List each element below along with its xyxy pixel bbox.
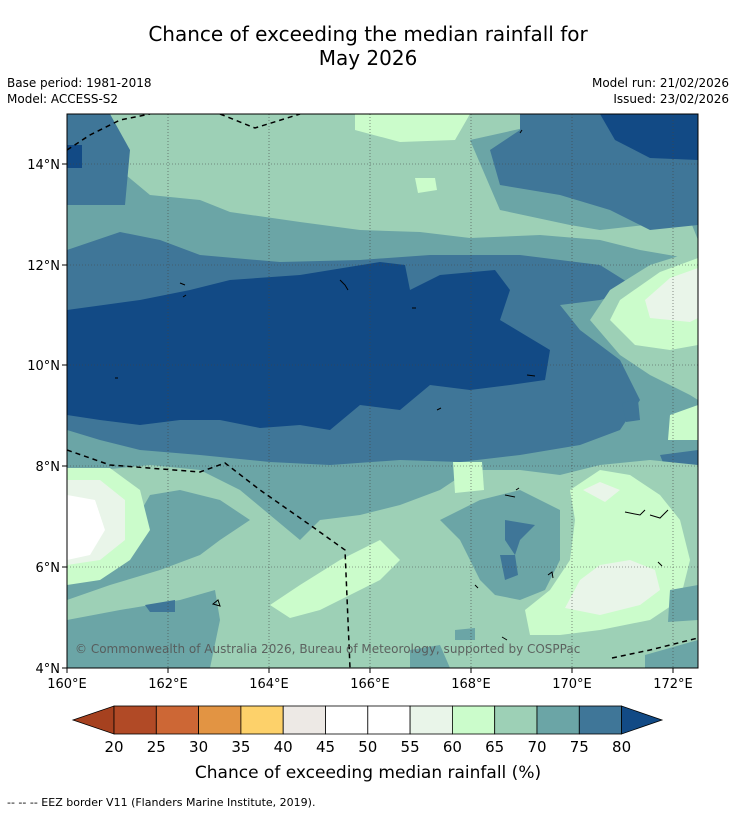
x-tick-label: 164°E [249, 677, 289, 692]
y-tick-label: 4°N [36, 662, 61, 677]
map-patch-70-75-se2 [645, 640, 698, 668]
colorbar-tick-label: 40 [274, 738, 293, 756]
meta-right: Model run: 21/02/2026 Issued: 23/02/2026 [592, 75, 729, 107]
map-title-line1: Chance of exceeding the median rainfall … [148, 22, 588, 46]
colorbar-tick-label: 55 [401, 738, 420, 756]
x-axis: 160°E 162°E 164°E 166°E 168°E 170°E 172°… [47, 668, 693, 692]
eez-footnote: -- -- -- EEZ border V11 (Flanders Marine… [7, 796, 316, 809]
map-band-80-ne [600, 114, 698, 160]
map-band-55-60-se [565, 560, 660, 615]
colorbar-tick-label: 60 [443, 738, 462, 756]
model-run: Model run: 21/02/2026 [591, 76, 729, 90]
colorbar-arrow-low [71, 705, 115, 735]
colorbar-tick-label: 65 [485, 738, 504, 756]
colorbar-tick-label: 20 [104, 738, 123, 756]
map-band-70-75-central-south [440, 490, 560, 600]
x-tick-label: 172°E [653, 677, 693, 692]
colorbar-swatch [325, 705, 369, 735]
colorbar-arrow-high [621, 705, 664, 735]
colorbar-swatch [282, 705, 326, 735]
map-patch-70-75-s [410, 645, 450, 668]
map-band-50-55-west [67, 495, 105, 560]
model-name: Model: ACCESS-S2 [7, 92, 119, 106]
y-tick-label: 12°N [27, 259, 60, 274]
base-period: Base period: 1981-2018 [7, 76, 152, 90]
map-band-80-nw [67, 145, 82, 168]
colorbar-tick-label: 80 [612, 738, 631, 756]
map-patch-60-65-east [668, 405, 698, 440]
map-band-60-65-north [355, 114, 470, 142]
map-frame [66, 113, 699, 669]
map-patch-75-80 [622, 400, 640, 422]
colorbar-swatch [367, 705, 411, 735]
copyright-credit: © Commonwealth of Australia 2026, Bureau… [75, 642, 580, 656]
map-band-80-central [67, 262, 550, 430]
map-patch-60-65-central [453, 462, 484, 493]
colorbar-tick-label: 35 [231, 738, 250, 756]
y-tick-label: 10°N [27, 359, 60, 374]
colorbar-swatch [155, 705, 200, 735]
x-tick-label: 168°E [451, 677, 491, 692]
x-tick-label: 160°E [47, 677, 87, 692]
map-patch-55-60-se [583, 482, 620, 502]
y-tick-label: 14°N [27, 158, 60, 173]
colorbar-tick-label: 25 [147, 738, 166, 756]
y-tick-label: 6°N [36, 561, 61, 576]
colorbar-swatch [113, 705, 157, 735]
map-title: Chance of exceeding the median rainfall … [0, 22, 736, 70]
map-band-55-60-east [645, 268, 698, 322]
map-patch-60-65 [415, 178, 437, 193]
y-axis: 14°N 12°N 10°N 8°N 6°N 4°N [27, 158, 67, 677]
eez-border [67, 114, 698, 668]
issued-date: Issued: 23/02/2026 [613, 92, 729, 106]
rainfall-map: © Commonwealth of Australia 2026, Bureau… [67, 114, 698, 668]
map-band-65-70-north [110, 114, 698, 260]
map-band-70-75-sw [67, 490, 250, 600]
map-band-75-80-nw [67, 114, 130, 205]
colorbar-swatch [536, 705, 580, 735]
colorbar-label: Chance of exceeding median rainfall (%) [195, 763, 541, 783]
map-patch-75-80-sw [145, 600, 175, 612]
colorbar-tick-label: 70 [527, 738, 546, 756]
colorbar-swatch [494, 705, 538, 735]
islands [115, 129, 669, 641]
colorbar: 20 25 30 35 40 45 50 55 60 65 70 75 80 [71, 705, 664, 756]
colorbar-tick-label: 75 [570, 738, 589, 756]
map-band-70-75-sw2 [67, 590, 220, 668]
map-title-line2: May 2026 [318, 46, 418, 70]
y-tick-label: 8°N [36, 460, 61, 475]
map-patch-75-80-c1 [505, 520, 535, 555]
colorbar-tick-label: 30 [189, 738, 208, 756]
colorbar-swatch [240, 705, 284, 735]
colorbar-swatch [198, 705, 242, 735]
colorbar-tick-label: 45 [316, 738, 335, 756]
map-patch-70-75-se [668, 585, 698, 622]
map-patch-70-75-c [455, 628, 475, 640]
colorbar-swatch [409, 705, 453, 735]
meta-left: Base period: 1981-2018 Model: ACCESS-S2 [7, 75, 152, 107]
map-gridlines [67, 114, 698, 668]
colorbar-tick-label: 50 [358, 738, 377, 756]
x-tick-label: 166°E [350, 677, 390, 692]
colorbar-swatch [451, 705, 496, 735]
map-patch-75-80-c2 [500, 555, 518, 580]
colorbar-swatch [578, 705, 622, 735]
x-tick-label: 170°E [552, 677, 592, 692]
x-tick-label: 162°E [148, 677, 188, 692]
map-band-60-65-central-south [270, 540, 400, 618]
